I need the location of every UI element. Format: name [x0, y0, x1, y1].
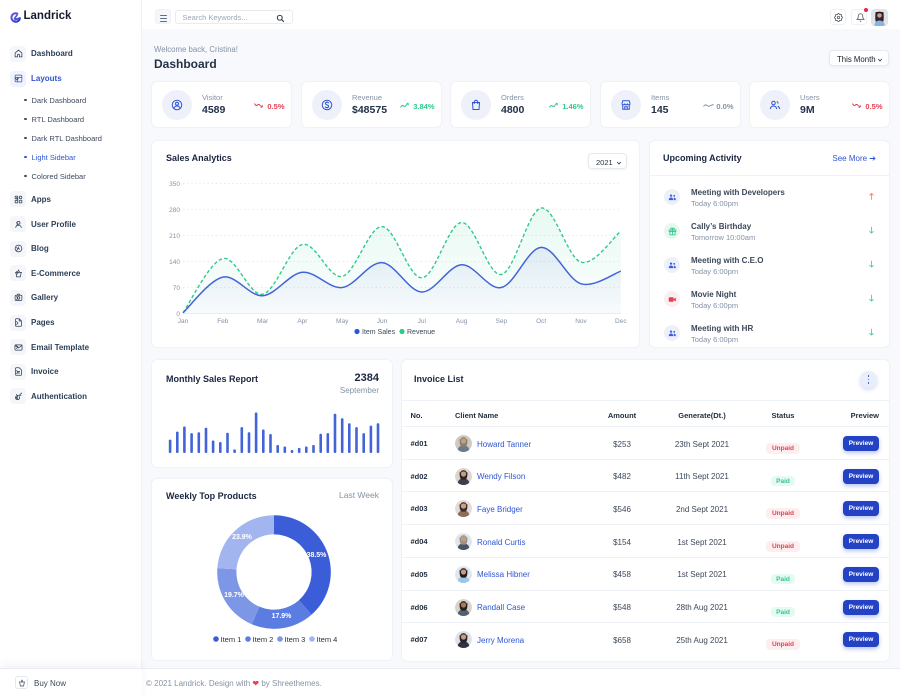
- svg-text:280: 280: [169, 207, 180, 214]
- svg-text:38.5%: 38.5%: [307, 552, 328, 559]
- svg-text:Feb: Feb: [217, 318, 229, 325]
- svg-text:Jan: Jan: [178, 318, 189, 325]
- svg-text:Nov: Nov: [575, 318, 587, 325]
- svg-text:Sep: Sep: [496, 318, 508, 325]
- svg-text:Dec: Dec: [615, 318, 627, 325]
- svg-text:Jun: Jun: [377, 318, 388, 325]
- svg-text:Item 4: Item 4: [317, 635, 338, 644]
- svg-text:Aug: Aug: [456, 318, 468, 325]
- svg-text:Item 1: Item 1: [221, 635, 242, 644]
- svg-text:210: 210: [169, 233, 180, 240]
- svg-text:Mar: Mar: [257, 318, 269, 325]
- svg-text:Revenue: Revenue: [407, 329, 435, 335]
- svg-text:May: May: [336, 318, 349, 325]
- svg-text:Item 3: Item 3: [285, 635, 306, 644]
- svg-text:23.9%: 23.9%: [232, 534, 253, 541]
- svg-text:Item Sales: Item Sales: [362, 329, 396, 335]
- svg-text:350: 350: [169, 181, 180, 188]
- svg-text:70: 70: [173, 285, 181, 292]
- svg-text:Jul: Jul: [418, 318, 427, 325]
- svg-text:19.7%: 19.7%: [224, 592, 245, 599]
- svg-text:17.9%: 17.9%: [272, 613, 293, 620]
- svg-text:Apr: Apr: [297, 318, 308, 325]
- svg-text:Oct: Oct: [536, 318, 546, 325]
- svg-text:Item 2: Item 2: [253, 635, 274, 644]
- svg-text:0: 0: [176, 311, 180, 318]
- svg-text:140: 140: [169, 259, 180, 266]
